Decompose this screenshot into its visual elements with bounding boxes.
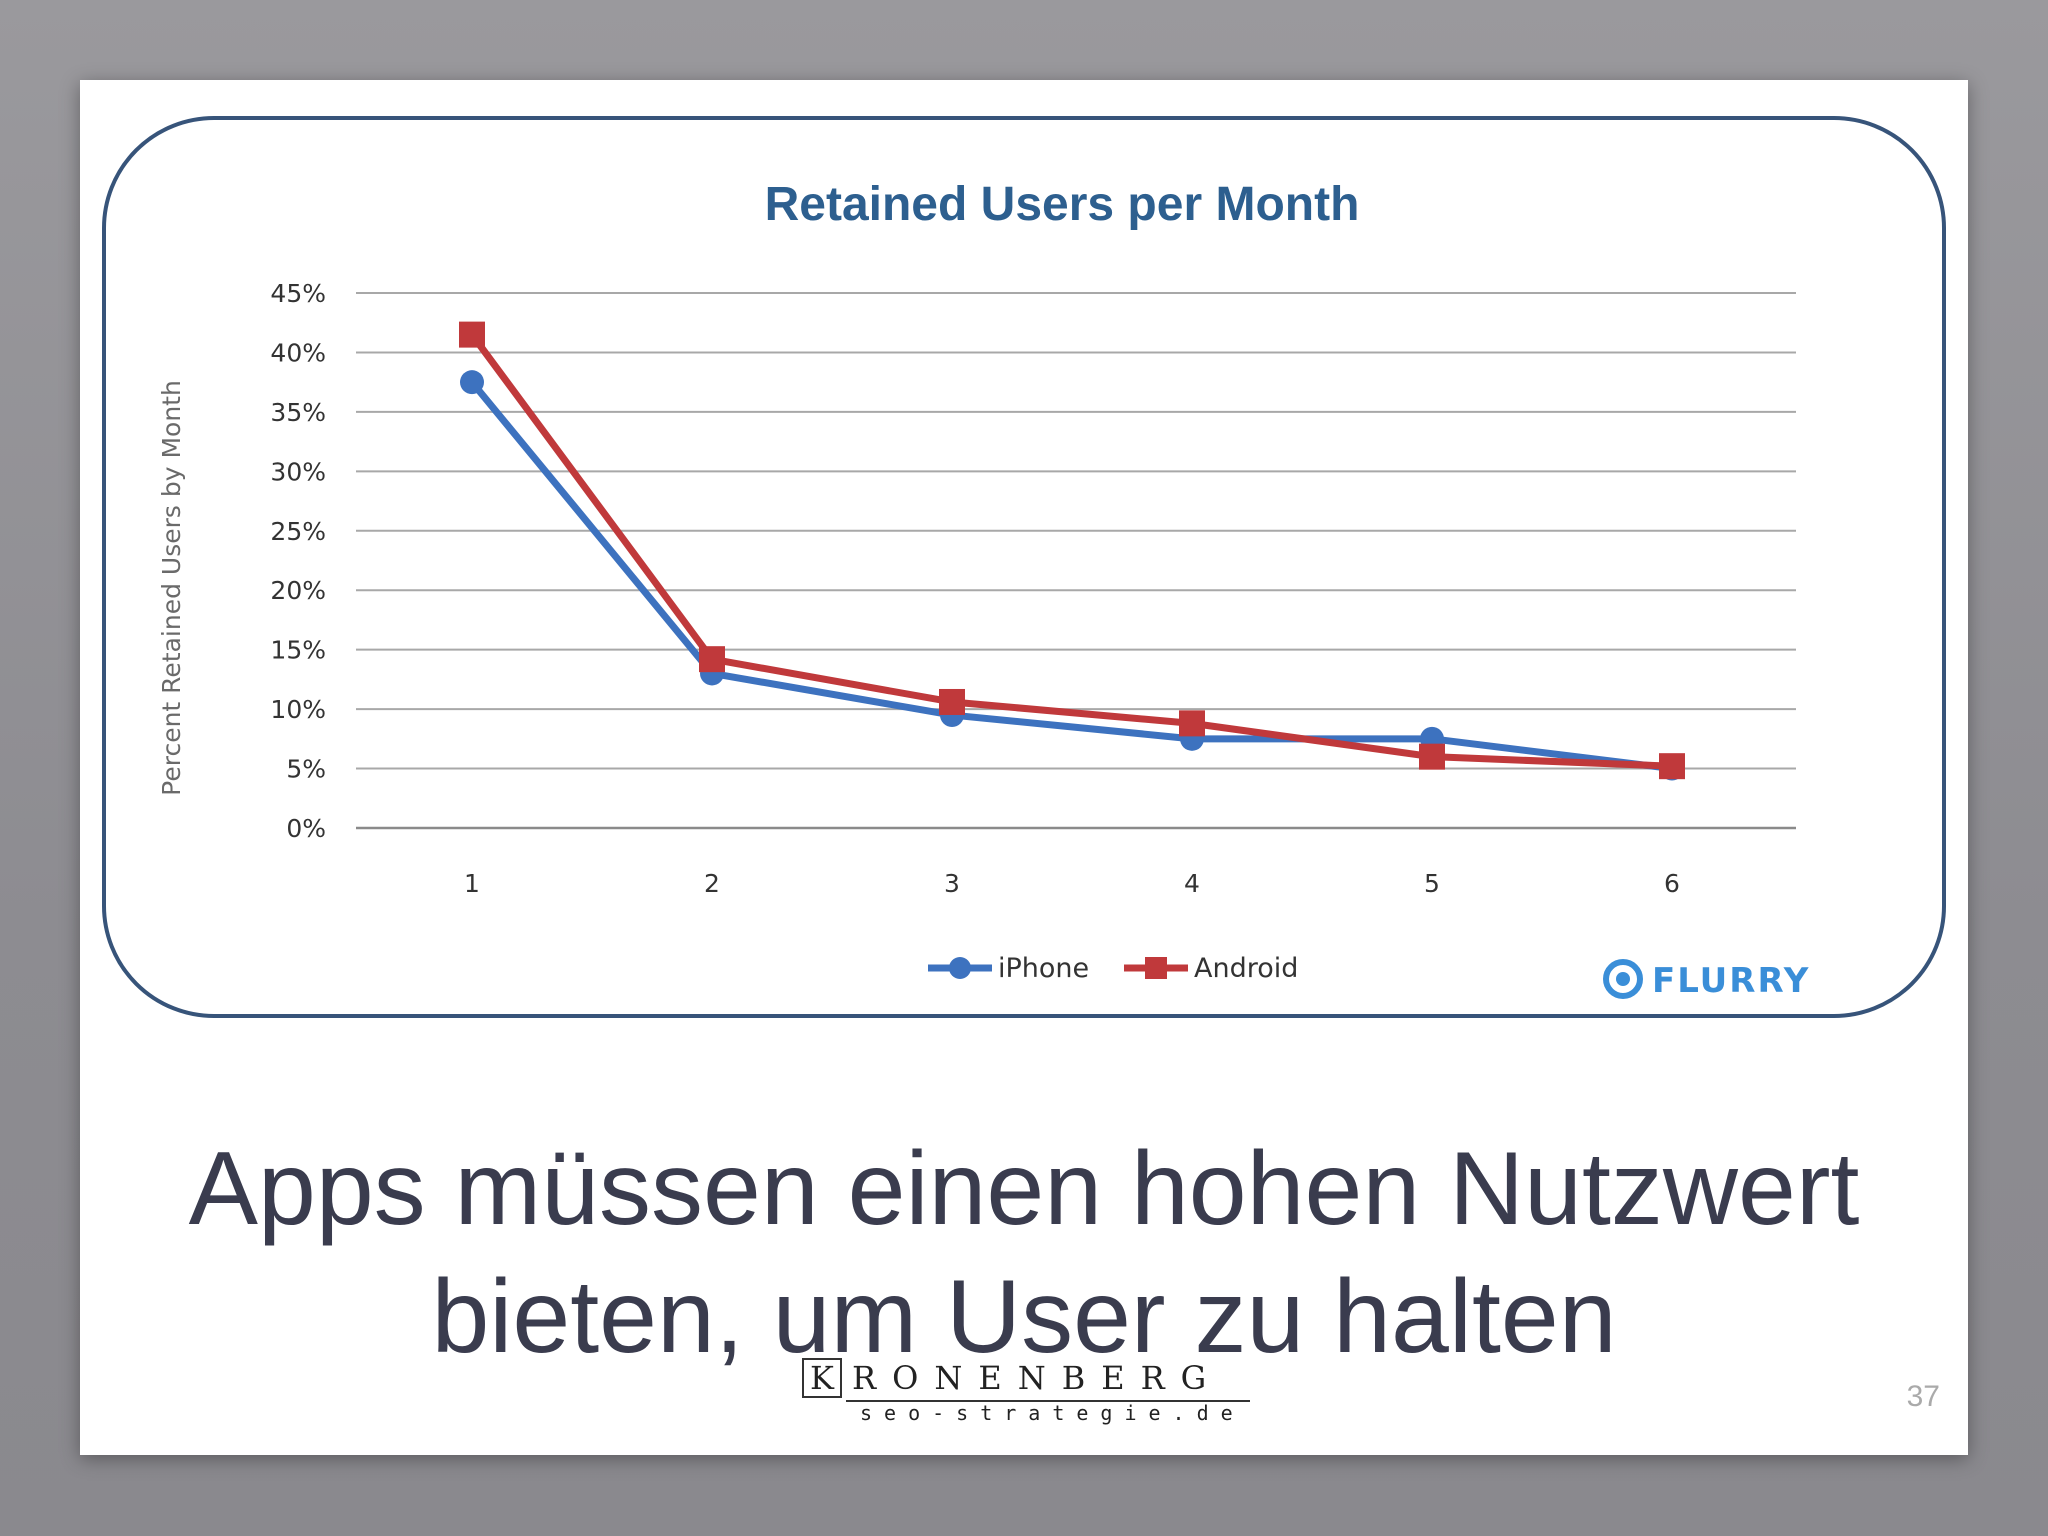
legend-item-iphone: iPhone bbox=[928, 953, 1089, 984]
data-point bbox=[460, 370, 484, 395]
kronenberg-logo: K RONENBERG seo-strategie.de bbox=[802, 1358, 1252, 1424]
y-tick-label: 35% bbox=[270, 398, 326, 427]
chart-frame bbox=[102, 116, 1946, 1018]
series-lines bbox=[459, 321, 1685, 781]
y-tick-label: 5% bbox=[286, 755, 326, 784]
x-tick-label: 5 bbox=[1424, 869, 1440, 898]
legend-swatch-marker bbox=[1145, 957, 1167, 979]
legend-label: Android bbox=[1194, 953, 1298, 984]
chart-title: Retained Users per Month bbox=[765, 178, 1360, 231]
logo-initial-box: K bbox=[802, 1358, 842, 1398]
legend-label: iPhone bbox=[998, 953, 1089, 984]
logo-subtitle: seo-strategie.de bbox=[860, 1401, 1245, 1425]
data-point bbox=[699, 646, 725, 673]
x-tick-labels: 1 2 3 4 5 6 bbox=[464, 869, 1680, 898]
x-tick-label: 6 bbox=[1664, 869, 1680, 898]
flurry-logo: FLURRY bbox=[1603, 959, 1810, 1001]
legend: iPhone Android bbox=[928, 953, 1298, 984]
data-point bbox=[1179, 710, 1205, 737]
logo-divider bbox=[846, 1400, 1250, 1402]
logo-wordmark: RONENBERG bbox=[852, 1359, 1223, 1397]
flurry-logo-text: FLURRY bbox=[1652, 961, 1810, 1001]
y-tick-label: 20% bbox=[270, 576, 326, 605]
flurry-logo-ring bbox=[1603, 959, 1643, 999]
data-point bbox=[1659, 753, 1685, 780]
slide: Retained Users per Month Percent Retaine… bbox=[80, 80, 1968, 1455]
legend-item-android: Android bbox=[1124, 953, 1298, 984]
y-tick-label: 10% bbox=[270, 695, 326, 724]
series-line bbox=[468, 331, 1676, 770]
slide-headline: Apps müssen einen hohen Nutzwert bieten,… bbox=[80, 1125, 1968, 1381]
y-tick-labels: 0% 5% 10% 15% 20% 25% 30% 35% 40% 45% bbox=[270, 279, 326, 843]
y-tick-label: 40% bbox=[270, 338, 326, 367]
flurry-logo-dot bbox=[1616, 972, 1630, 986]
y-tick-label: 25% bbox=[270, 517, 326, 546]
series-line bbox=[468, 378, 1676, 773]
y-tick-label: 30% bbox=[270, 457, 326, 486]
data-point bbox=[459, 321, 485, 348]
series-android bbox=[459, 321, 1685, 780]
headline-line-2: bieten, um User zu halten bbox=[431, 1259, 1617, 1375]
x-tick-label: 4 bbox=[1184, 869, 1200, 898]
y-axis-label: Percent Retained Users by Month bbox=[157, 380, 186, 796]
headline-line-1: Apps müssen einen hohen Nutzwert bbox=[188, 1131, 1860, 1247]
x-tick-label: 2 bbox=[704, 869, 720, 898]
gridlines bbox=[356, 292, 1796, 830]
chart: Retained Users per Month Percent Retaine… bbox=[102, 116, 1946, 1018]
page-number: 37 bbox=[1906, 1380, 1940, 1413]
x-tick-label: 3 bbox=[944, 869, 960, 898]
y-tick-label: 45% bbox=[270, 279, 326, 308]
data-point bbox=[1419, 743, 1445, 770]
legend-swatch-marker bbox=[949, 957, 971, 979]
y-tick-label: 15% bbox=[270, 636, 326, 665]
x-tick-label: 1 bbox=[464, 869, 480, 898]
y-tick-label: 0% bbox=[286, 814, 326, 843]
data-point bbox=[939, 688, 965, 715]
